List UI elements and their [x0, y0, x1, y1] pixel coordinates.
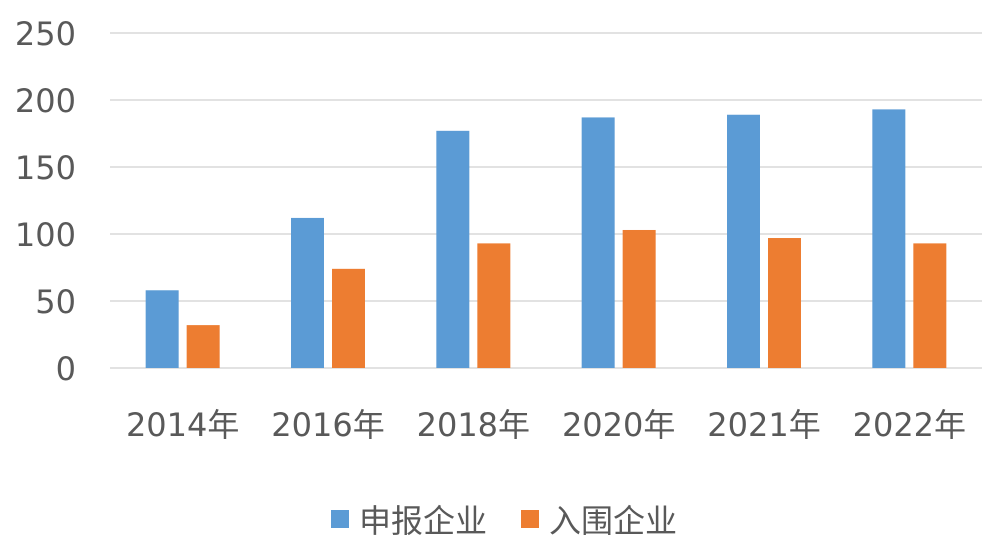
y-tick-label: 100	[15, 216, 76, 254]
x-tick-label: 2021年	[707, 406, 820, 444]
bar-apply	[436, 130, 470, 368]
x-tick-label: 2018年	[417, 406, 530, 444]
legend-label-apply: 申报企业	[358, 502, 487, 540]
legend-item-apply: 申报企业	[330, 496, 487, 542]
legend-swatch-selected	[521, 510, 539, 528]
y-tick-label: 150	[15, 149, 76, 187]
y-tick-label: 0	[56, 350, 76, 388]
x-tick-label: 2022年	[853, 406, 966, 444]
bar-selected	[622, 229, 656, 368]
bar-apply	[291, 217, 324, 368]
bar-selected	[477, 243, 511, 368]
bar-apply	[145, 290, 179, 368]
bar-apply	[581, 117, 615, 368]
x-tick-label: 2016年	[271, 406, 384, 444]
bar-selected	[768, 238, 801, 368]
bar-chart: 0 50 100 150 200 250 2014年 2016年 2018年 2020年 2021年…	[15, 15, 982, 444]
y-tick-label: 250	[15, 15, 76, 53]
bar-selected	[332, 268, 365, 368]
bar-apply	[872, 109, 906, 368]
legend: 申报企业 入围企业	[0, 496, 1008, 542]
y-tick-label: 50	[35, 283, 76, 321]
legend-swatch-apply	[330, 510, 349, 528]
x-tick-label: 2020年	[562, 406, 675, 444]
y-tick-label: 200	[15, 82, 76, 120]
bar-selected	[186, 325, 220, 368]
x-tick-label: 2014年	[126, 406, 239, 444]
bar-selected	[913, 243, 947, 368]
bar-apply	[727, 114, 760, 369]
legend-item-selected: 入围企业	[521, 496, 677, 542]
legend-label-selected: 入围企业	[549, 502, 678, 540]
